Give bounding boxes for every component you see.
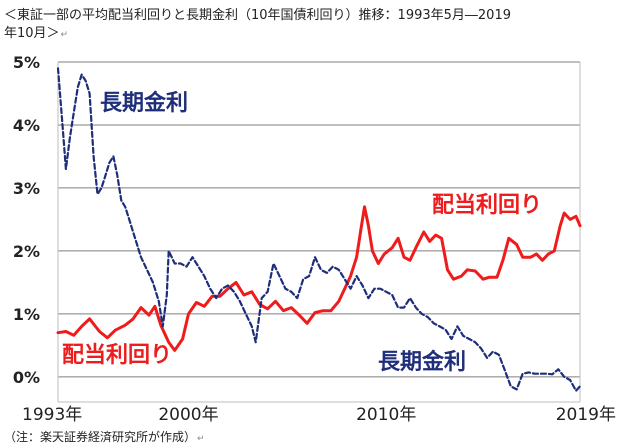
annotation-label: 配当利回り (62, 343, 172, 368)
chart-title-continued: 年10月＞↵ (4, 22, 68, 41)
y-axis-tick-labels: 0% 1% 2% 3% 4% 5% (13, 53, 40, 387)
source-note-text: （注：楽天証券経済研究所が作成） (4, 430, 197, 444)
chart-title-line-1: ＜東証一部の平均配当利回りと長期金利（10年国債利回り）推移：1993年5月―2… (4, 8, 511, 23)
y-tick-label: 2% (13, 242, 40, 261)
y-tick-label: 3% (13, 179, 40, 198)
dividend-yield-line (56, 205, 582, 352)
source-note: （注：楽天証券経済研究所が作成）↵ (4, 428, 205, 445)
series-lines (56, 67, 582, 392)
x-tick-label: 1993年 (22, 405, 82, 425)
x-tick-label: 2019年 (556, 405, 616, 425)
annotation-label: 長期金利 (100, 90, 188, 116)
paragraph-return-icon: ↵ (197, 434, 205, 444)
x-tick-label: 2010年 (356, 405, 416, 425)
bond-yield-line (56, 67, 582, 392)
annotation-label: 配当利回り (432, 193, 542, 218)
y-tick-label: 1% (13, 305, 40, 324)
x-axis-tick-labels: 1993年 2000年 2010年 2019年 (22, 405, 616, 425)
y-tick-label: 4% (13, 116, 40, 135)
y-tick-label: 5% (13, 53, 40, 72)
y-tick-label: 0% (13, 368, 40, 387)
chart-title: ＜東証一部の平均配当利回りと長期金利（10年国債利回り）推移：1993年5月―2… (4, 4, 511, 23)
x-tick-label: 2000年 (158, 405, 218, 425)
gridlines (57, 61, 581, 403)
annotation-label: 長期金利 (378, 349, 466, 375)
paragraph-return-icon: ↵ (60, 30, 69, 40)
chart-title-line-2: 年10月＞ (4, 26, 60, 41)
